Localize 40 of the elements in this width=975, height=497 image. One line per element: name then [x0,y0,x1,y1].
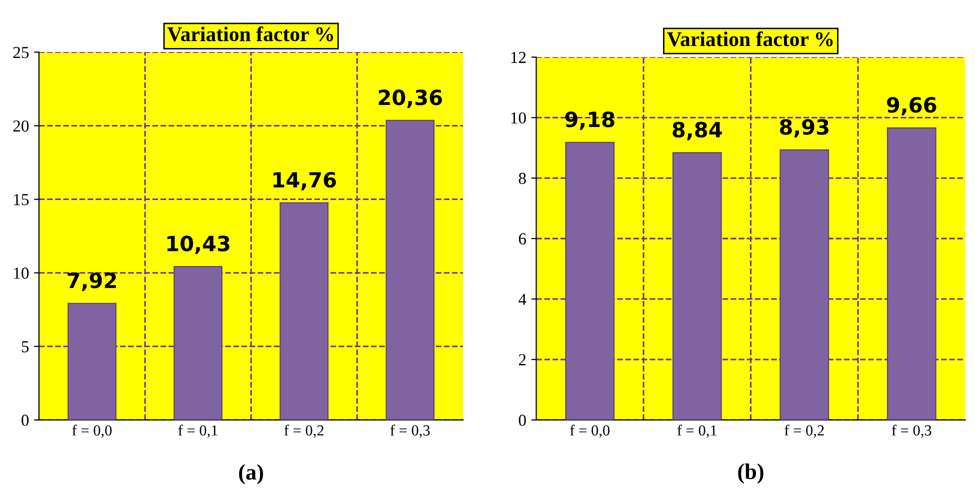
y-tick-label: 5 [22,341,29,352]
x-tick-label: f = 0,0 [570,424,610,438]
bar [565,142,615,420]
data-label: 10,43 [167,236,230,254]
bar [68,302,116,420]
bar [672,152,722,420]
y-tick-label: 25 [13,46,29,58]
data-label: 9,66 [887,97,936,116]
y-tick-label: 4 [518,294,526,305]
y-tick-label: 10 [14,268,29,279]
bar [386,120,435,420]
text: (a) [239,464,264,484]
bar [780,149,830,420]
y-tick-label: 0 [22,414,29,426]
y-tick-label: 12 [511,52,526,63]
x-tick-label: f = 0,3 [892,424,932,438]
y-tick-label: 20 [13,120,29,132]
x-tick-label: f = 0,1 [677,424,716,438]
chart-title: Variation factor % [167,26,334,42]
bar [886,127,936,420]
x-tick-label: f = 0,1 [178,424,218,438]
bar [174,266,222,420]
data-label: 14,76 [273,172,336,190]
data-label: 20,36 [378,90,442,108]
text: (b) [738,464,764,484]
y-tick-label: 8 [518,172,526,184]
y-tick-label: 2 [518,354,526,366]
x-tick-label: f = 0,3 [390,424,430,438]
x-tick-label: f = 0,2 [284,424,324,438]
data-label: 7,92 [68,272,116,291]
y-tick-label: 10 [511,112,526,124]
y-tick-label: 0 [518,414,526,426]
y-tick-label: 15 [14,194,29,206]
y-tick-label: 6 [518,233,526,245]
x-tick-label: f = 0,0 [72,424,112,438]
bar [280,202,328,420]
x-tick-label: f = 0,2 [784,424,824,438]
data-label: 8,84 [672,122,722,140]
chart-title: Variation factor % [667,31,833,46]
data-label: 8,93 [780,119,828,138]
